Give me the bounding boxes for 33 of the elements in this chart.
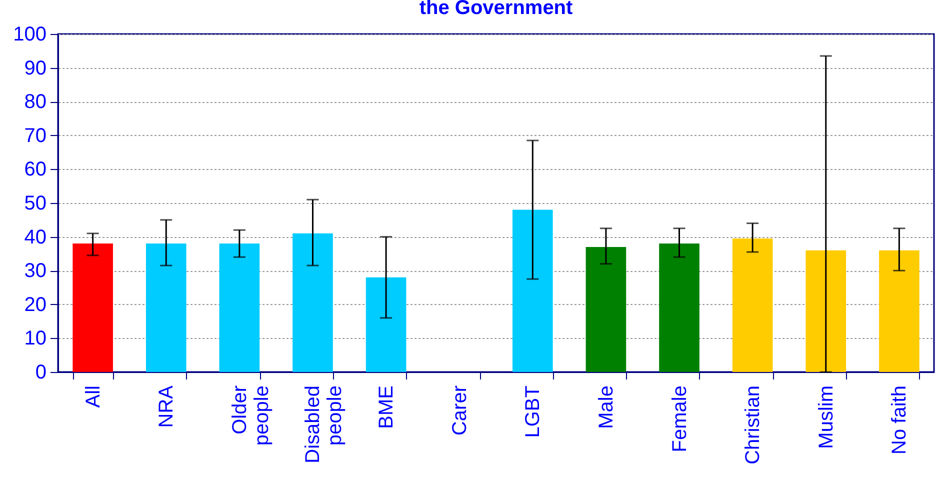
bar: [146, 244, 186, 372]
y-tick-label: 90: [24, 57, 46, 80]
bar: [806, 250, 846, 372]
x-tick-label: All: [82, 386, 104, 408]
y-tick-label: 40: [24, 226, 46, 248]
x-tick-label: Carer: [448, 385, 471, 436]
bar: [586, 246, 626, 372]
x-tick-label: BME: [376, 386, 398, 429]
y-tick-label: 0: [35, 362, 46, 384]
x-tick-label: No faith: [888, 386, 911, 454]
x-tick-label: LGBT: [522, 386, 544, 438]
bar: [292, 233, 333, 372]
bar: [72, 244, 113, 372]
bar: [219, 244, 260, 372]
y-tick-label: 20: [24, 294, 46, 316]
bar: [366, 277, 406, 372]
y-tick-label: 80: [24, 91, 46, 114]
x-tick-label: NRA: [156, 384, 178, 428]
x-tick-label: Older people: [228, 385, 273, 446]
x-tick-label: Female: [668, 386, 691, 452]
x-tick-label: Male: [595, 386, 618, 429]
y-tick-label: 100: [13, 24, 46, 46]
bar: [732, 238, 773, 372]
y-tick-label: 50: [24, 192, 46, 214]
bar: [512, 210, 553, 372]
x-tick-label: Muslim: [815, 386, 838, 449]
bar: [879, 250, 920, 372]
y-tick-label: 70: [24, 124, 46, 147]
bar: [659, 244, 700, 372]
y-tick-label: 10: [24, 328, 46, 350]
y-tick-label: 30: [24, 260, 46, 282]
x-tick-label: Christian: [742, 386, 764, 464]
y-tick-label: 60: [24, 158, 46, 181]
